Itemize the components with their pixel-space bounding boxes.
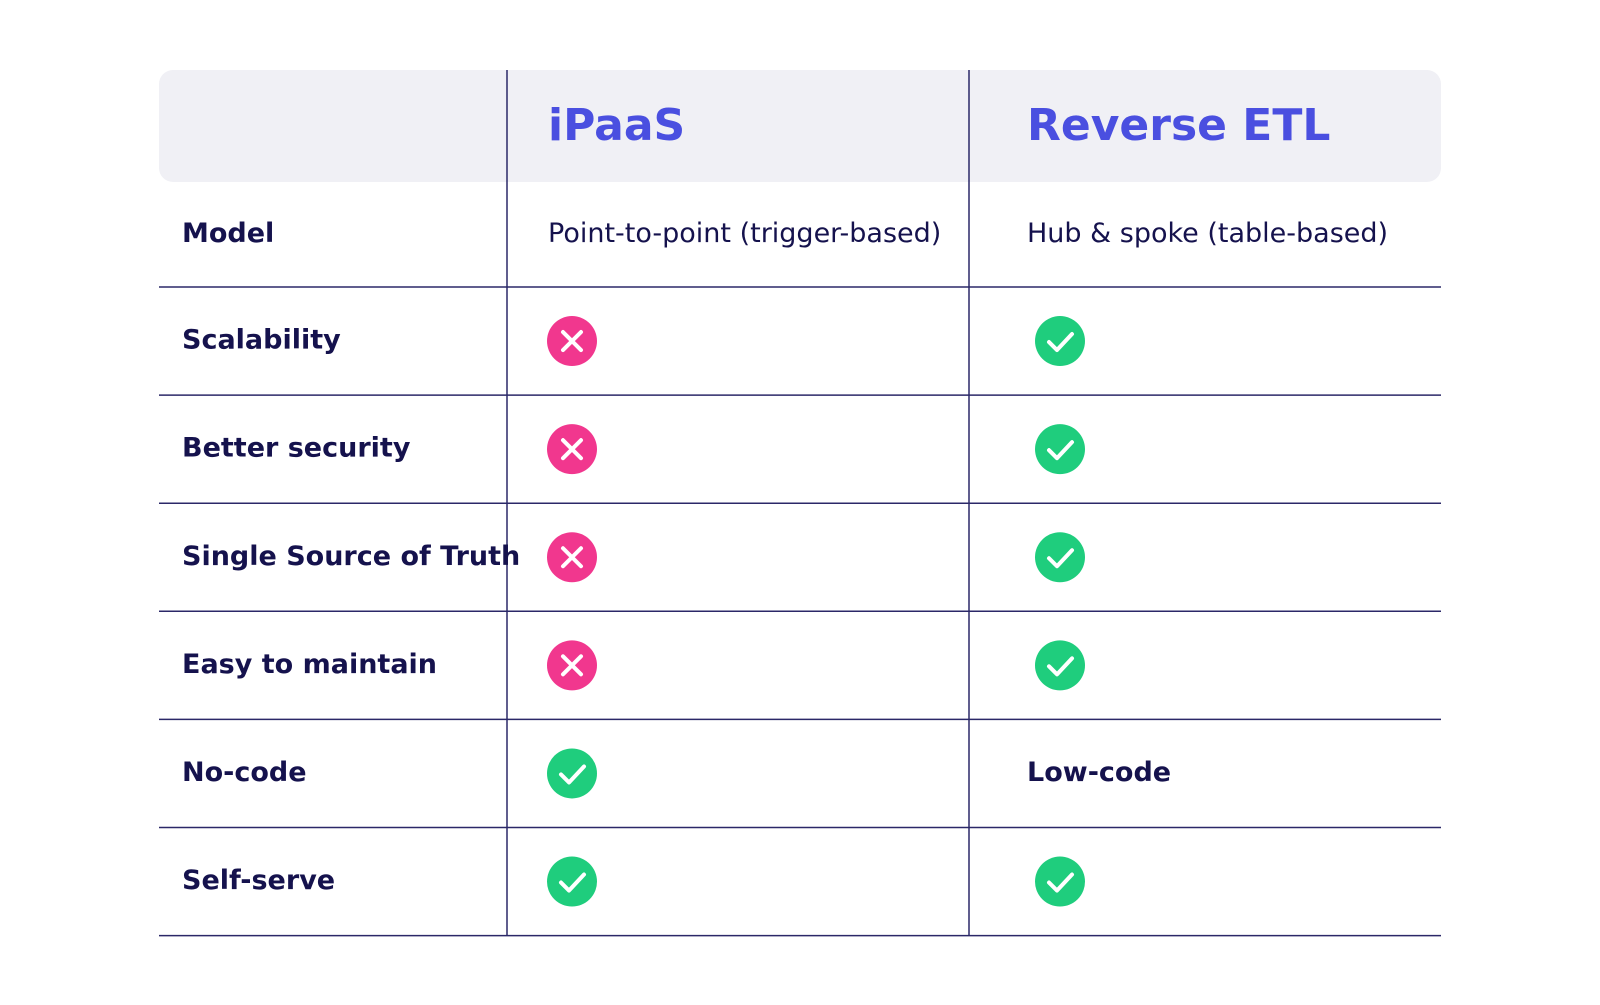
- check-mark: [559, 764, 586, 785]
- check-mark: [1047, 656, 1074, 677]
- row-label: No-code: [182, 757, 307, 788]
- check-mark: [1047, 440, 1074, 461]
- icon-circle: [1035, 532, 1085, 583]
- row-label: Self-serve: [182, 865, 335, 896]
- cross-mark: [561, 330, 583, 353]
- icon-circle: [1035, 316, 1085, 367]
- check-mark: [1047, 332, 1074, 353]
- row-label: Single Source of Truth: [182, 541, 520, 572]
- cross-icon: [547, 532, 597, 583]
- check-icon: [547, 748, 597, 799]
- icon-circle: [1035, 856, 1085, 907]
- column-header: iPaaS: [548, 100, 685, 151]
- icon-circle: [547, 856, 597, 907]
- row-label: Easy to maintain: [182, 649, 437, 680]
- check-mark: [1047, 548, 1074, 569]
- check-mark: [1047, 872, 1074, 893]
- row-label: Scalability: [182, 325, 341, 356]
- column-header: Reverse ETL: [1027, 100, 1330, 151]
- icon-circle: [547, 748, 597, 799]
- cross-mark: [561, 654, 583, 677]
- check-icon: [547, 856, 597, 907]
- row-label: Better security: [182, 433, 411, 464]
- check-icon: [1035, 856, 1085, 907]
- cross-icon: [547, 424, 597, 475]
- check-icon: [1035, 424, 1085, 475]
- check-icon: [1035, 532, 1085, 583]
- cell-text: Low-code: [1027, 757, 1171, 788]
- cell-text: Point-to-point (trigger-based): [548, 218, 941, 249]
- check-icon: [1035, 316, 1085, 367]
- check-icon: [1035, 640, 1085, 691]
- header-background: [159, 70, 1441, 182]
- cell-text: Hub & spoke (table-based): [1027, 218, 1388, 249]
- row-label: Model: [182, 218, 274, 249]
- check-mark: [559, 872, 586, 893]
- cross-icon: [547, 316, 597, 367]
- icon-circle: [1035, 640, 1085, 691]
- cross-mark: [561, 438, 583, 461]
- icon-circle: [1035, 424, 1085, 475]
- cross-icon: [547, 640, 597, 691]
- cross-mark: [561, 546, 583, 569]
